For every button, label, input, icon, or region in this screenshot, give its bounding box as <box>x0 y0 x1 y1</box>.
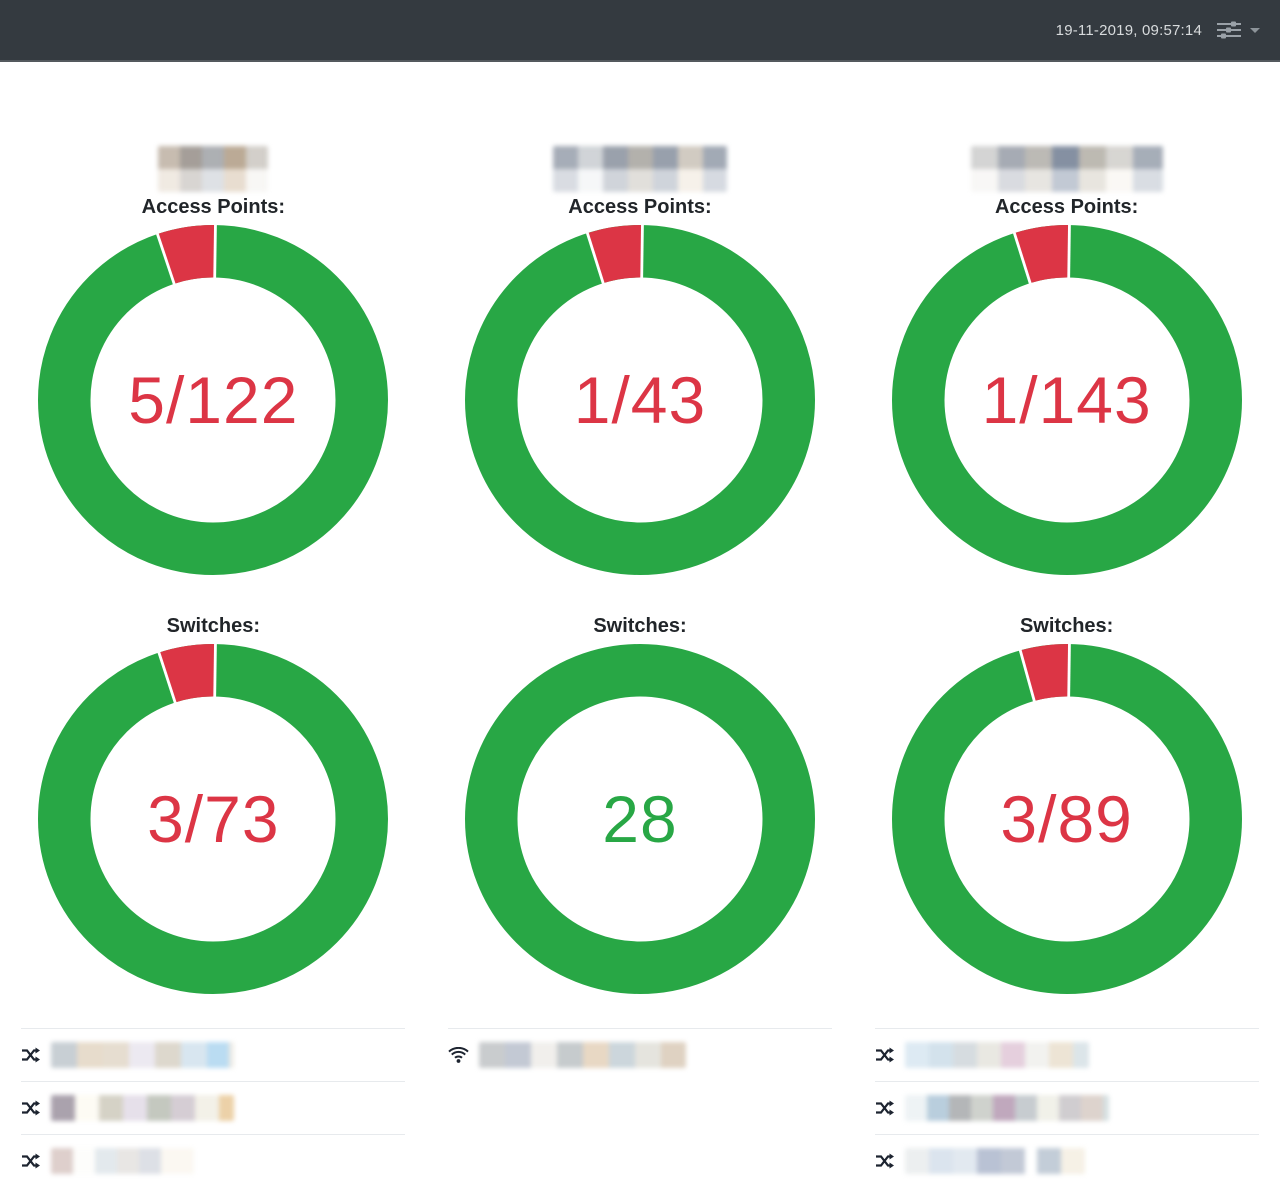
device-list <box>874 1028 1259 1187</box>
shuffle-icon <box>21 1151 41 1171</box>
access-points-value: 1/143 <box>981 363 1152 437</box>
list-item[interactable] <box>21 1134 406 1187</box>
shuffle-icon <box>875 1098 895 1118</box>
switches-donut-chart[interactable]: 3/89 <box>891 644 1242 994</box>
site-column-2: Access Points: 1/43 Switches: 28 <box>427 146 854 1187</box>
list-item[interactable] <box>21 1081 406 1134</box>
list-item[interactable] <box>21 1028 406 1081</box>
shuffle-icon <box>875 1045 895 1065</box>
access-points-value: 1/43 <box>573 363 707 437</box>
redacted-device-name <box>904 1095 1109 1121</box>
list-item[interactable] <box>874 1134 1259 1187</box>
dashboard: Access Points: 5/122 Switches: 3/73 <box>0 62 1280 1187</box>
switches-value: 3/89 <box>1000 782 1133 856</box>
access-points-donut-chart[interactable]: 1/143 <box>891 225 1242 575</box>
switches-donut-chart[interactable]: 28 <box>464 644 815 994</box>
caret-down-icon[interactable] <box>1250 27 1260 33</box>
redacted-site-name <box>158 146 269 192</box>
switches-value: 28 <box>602 782 678 856</box>
redacted-device-name <box>478 1042 686 1068</box>
list-item[interactable] <box>874 1028 1259 1081</box>
redacted-site-name <box>552 146 727 192</box>
device-list <box>447 1028 832 1081</box>
switches-value: 3/73 <box>147 782 280 856</box>
switches-label: Switches: <box>593 615 687 637</box>
device-list <box>21 1028 406 1187</box>
redacted-device-name <box>904 1148 1085 1174</box>
redacted-site-name <box>970 146 1163 192</box>
redacted-device-name <box>51 1095 235 1121</box>
switches-label: Switches: <box>1019 615 1114 637</box>
top-bar: 19-11-2019, 09:57:14 <box>0 0 1280 62</box>
site-column-3: Access Points: 1/143 Switches: 3/89 <box>853 146 1280 1187</box>
timestamp: 19-11-2019, 09:57:14 <box>1055 21 1202 39</box>
filter-dropdown-button[interactable] <box>1216 20 1260 40</box>
access-points-donut-chart[interactable]: 5/122 <box>38 225 389 575</box>
shuffle-icon <box>875 1151 895 1171</box>
access-points-donut-chart[interactable]: 1/43 <box>464 225 815 575</box>
access-points-value: 5/122 <box>128 363 299 437</box>
site-column-1: Access Points: 5/122 Switches: 3/73 <box>0 146 427 1187</box>
access-points-label: Access Points: <box>141 196 286 218</box>
list-item[interactable] <box>874 1081 1259 1134</box>
redacted-device-name <box>904 1042 1089 1068</box>
access-points-label: Access Points: <box>994 196 1139 218</box>
switches-label: Switches: <box>166 615 260 637</box>
list-item[interactable] <box>447 1028 832 1081</box>
sliders-icon[interactable] <box>1216 20 1242 40</box>
shuffle-icon <box>21 1098 41 1118</box>
redacted-device-name <box>51 1042 235 1068</box>
access-points-label: Access Points: <box>568 196 712 218</box>
switches-donut-chart[interactable]: 3/73 <box>38 644 389 994</box>
wifi-icon <box>448 1046 469 1064</box>
redacted-device-name <box>51 1148 195 1174</box>
shuffle-icon <box>21 1045 41 1065</box>
